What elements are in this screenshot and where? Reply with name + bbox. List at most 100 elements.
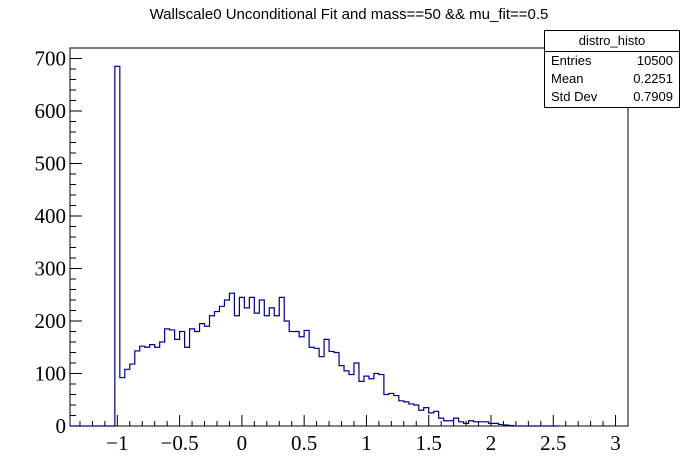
histogram-bin — [150, 345, 155, 426]
y-tick-label: 500 — [35, 152, 67, 176]
stats-std-value: 0.7909 — [633, 89, 673, 104]
histogram-bin — [479, 422, 484, 426]
x-tick-label: 1.5 — [416, 431, 442, 455]
histogram-bin — [344, 371, 349, 426]
stats-mean-row: Mean 0.2251 — [545, 70, 679, 88]
y-tick-label: 700 — [35, 47, 67, 71]
histogram-bin — [369, 379, 374, 426]
histogram-bin — [334, 353, 339, 427]
histogram-bin — [185, 347, 190, 426]
histogram-bins — [115, 66, 514, 426]
histogram-bin — [249, 297, 254, 426]
x-tick-label: 0.5 — [291, 431, 317, 455]
histogram-bin — [419, 410, 424, 426]
histogram-bin — [384, 395, 389, 427]
histogram-bin — [205, 326, 210, 426]
histogram-bin — [135, 351, 140, 426]
histogram-bin — [180, 332, 185, 427]
histogram-bin — [175, 339, 180, 426]
histogram-bin — [170, 330, 175, 426]
histogram-bin — [200, 324, 205, 426]
histogram-bin — [324, 339, 329, 426]
histogram-bin — [214, 312, 219, 426]
x-tick-label: −0.5 — [161, 431, 199, 455]
histogram-bin — [115, 66, 120, 426]
histogram-bin — [339, 366, 344, 426]
x-tick-label: 0 — [237, 431, 248, 455]
histogram-bin — [120, 378, 125, 426]
stats-std-row: Std Dev 0.7909 — [545, 88, 679, 106]
histogram-bin — [359, 381, 364, 426]
histogram-bin — [140, 346, 145, 426]
x-tick-label: 1 — [361, 431, 372, 455]
stats-entries-row: Entries 10500 — [545, 52, 679, 70]
histogram-bin — [244, 308, 249, 426]
histogram-bin — [289, 332, 294, 427]
histogram-bin — [259, 300, 264, 426]
histogram-bin — [329, 351, 334, 426]
histogram-bin — [254, 313, 259, 426]
histogram-bin — [429, 413, 434, 426]
histogram-bin — [125, 369, 130, 426]
histogram-bin — [190, 329, 195, 426]
histogram-bin — [160, 342, 165, 426]
stats-box-title: distro_histo — [545, 31, 679, 52]
histogram-bin — [424, 408, 429, 426]
histogram-outline — [70, 65, 559, 427]
x-tick-label: 2 — [486, 431, 497, 455]
stats-entries-label: Entries — [551, 53, 592, 68]
histogram-bin — [264, 316, 269, 426]
stats-std-label: Std Dev — [551, 89, 598, 104]
histogram-bin — [444, 421, 449, 426]
histogram-bin — [484, 422, 489, 426]
histogram-bin — [314, 348, 319, 426]
histogram-bin — [195, 332, 200, 427]
histogram-bin — [459, 422, 464, 426]
histogram-bin — [165, 329, 170, 426]
histogram-bin — [279, 297, 284, 426]
stats-mean-value: 0.2251 — [633, 71, 673, 86]
histogram-bin — [434, 411, 439, 426]
histogram-bin — [454, 418, 459, 426]
x-tick-label: 2.5 — [540, 431, 566, 455]
axis-ticks: −1 −0.5 0 0.5 1 1.5 2 2.5 3 0 100 200 300 400 500 600 70… — [35, 47, 621, 456]
histogram-bin — [379, 375, 384, 426]
y-tick-label: 0 — [56, 414, 67, 438]
y-tick-label: 600 — [35, 99, 67, 123]
histogram-bin — [145, 347, 150, 426]
y-tick-label: 200 — [35, 309, 67, 333]
chart-title: Wallscale0 Unconditional Fit and mass==5… — [149, 6, 549, 23]
histogram-bin — [349, 375, 354, 426]
histogram-bin — [304, 330, 309, 426]
histogram-bin — [269, 308, 274, 426]
histogram-bin — [284, 321, 289, 426]
histogram-bin — [229, 293, 234, 426]
histogram-bin — [394, 396, 399, 426]
histogram-bin — [319, 357, 324, 426]
histogram-bin — [130, 364, 135, 426]
histogram-bin — [469, 421, 474, 426]
histogram-bin — [404, 402, 409, 426]
stats-mean-label: Mean — [551, 71, 584, 86]
histogram-bin — [409, 404, 414, 426]
x-tick-label: 3 — [610, 431, 621, 455]
y-tick-label: 100 — [35, 362, 67, 386]
histogram-bin — [299, 337, 304, 426]
histogram-bin — [354, 363, 359, 426]
histogram-bin — [449, 421, 454, 426]
stats-entries-value: 10500 — [636, 53, 673, 68]
histogram-bin — [274, 316, 279, 426]
histogram-bin — [474, 422, 479, 426]
histogram-bin — [234, 316, 239, 426]
x-tick-label: −1 — [106, 431, 128, 455]
y-tick-label: 400 — [35, 204, 67, 228]
histogram-bin — [309, 347, 314, 426]
histogram-bin — [210, 316, 215, 426]
histogram-bin — [239, 297, 244, 426]
histogram-bin — [155, 347, 160, 426]
histogram-bin — [219, 306, 224, 426]
y-tick-label: 300 — [35, 257, 67, 281]
minor-ticks — [70, 47, 629, 426]
histogram-bin — [294, 332, 299, 427]
